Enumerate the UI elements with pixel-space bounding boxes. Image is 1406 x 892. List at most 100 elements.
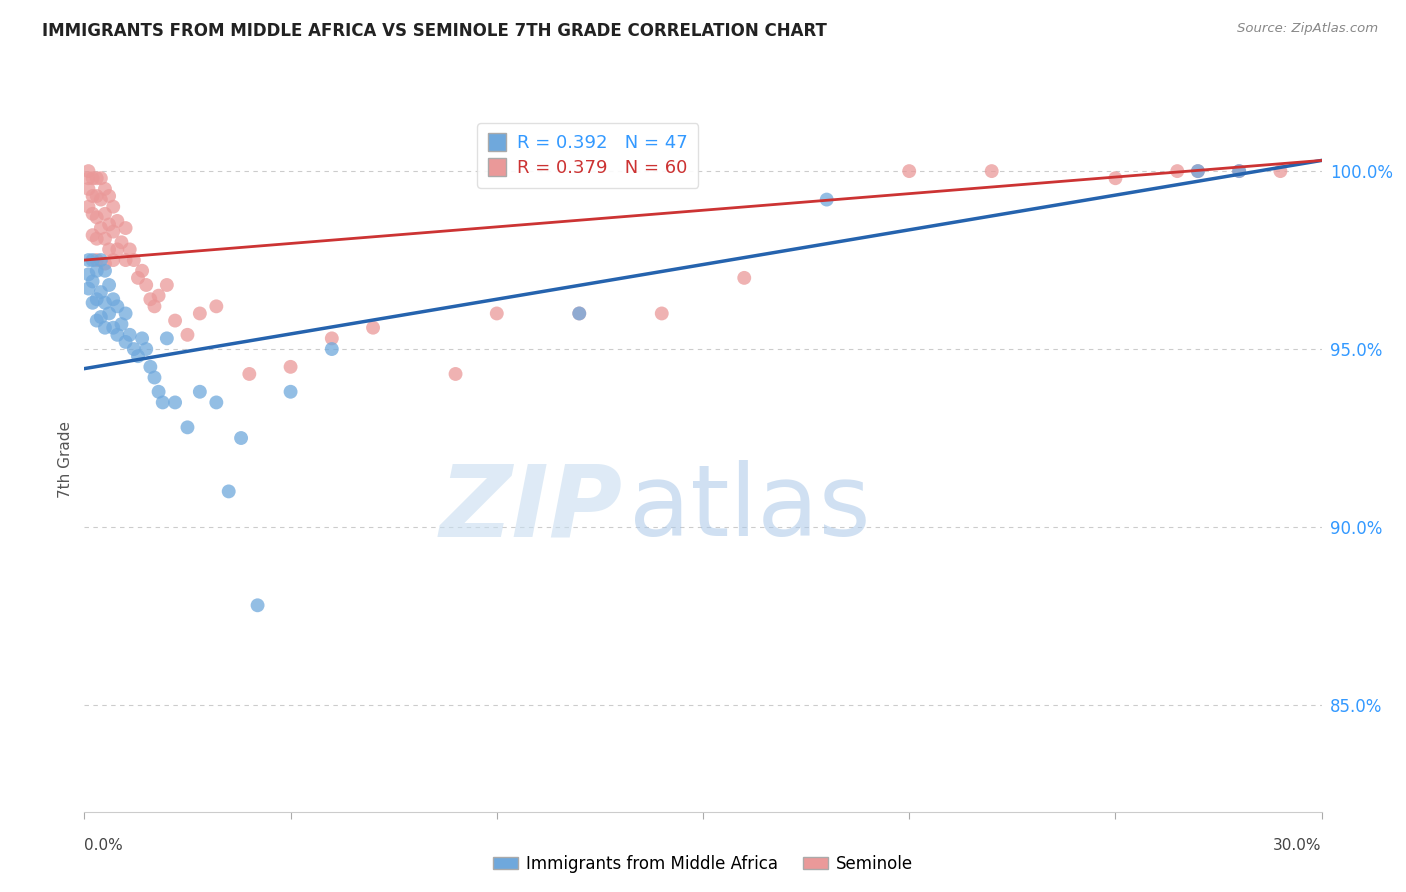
Point — [86, 264, 108, 278]
Point — [98, 189, 121, 203]
Point — [90, 285, 112, 299]
Point — [246, 599, 269, 613]
Point — [176, 327, 198, 342]
Point — [103, 225, 125, 239]
Point — [165, 395, 187, 409]
Point — [485, 306, 508, 320]
Point — [118, 327, 141, 342]
Point — [86, 253, 108, 268]
Point — [733, 271, 755, 285]
Text: IMMIGRANTS FROM MIDDLE AFRICA VS SEMINOLE 7TH GRADE CORRELATION CHART: IMMIGRANTS FROM MIDDLE AFRICA VS SEMINOL… — [42, 22, 827, 40]
Point — [82, 207, 104, 221]
Point — [205, 395, 228, 409]
Point — [94, 295, 117, 310]
Point — [1270, 164, 1292, 178]
Point — [143, 299, 166, 313]
Point — [127, 349, 149, 363]
Point — [90, 171, 112, 186]
Point — [105, 299, 128, 313]
Point — [94, 207, 117, 221]
Text: 0.0%: 0.0% — [84, 838, 124, 854]
Point — [176, 420, 198, 434]
Point — [103, 200, 125, 214]
Point — [105, 327, 128, 342]
Point — [122, 253, 145, 268]
Point — [94, 232, 117, 246]
Point — [1104, 171, 1126, 186]
Point — [114, 253, 136, 268]
Point — [77, 164, 100, 178]
Point — [77, 200, 100, 214]
Point — [86, 171, 108, 186]
Point — [156, 277, 179, 292]
Point — [86, 211, 108, 225]
Text: 30.0%: 30.0% — [1274, 838, 1322, 854]
Point — [1227, 164, 1250, 178]
Point — [86, 313, 108, 327]
Point — [361, 320, 384, 334]
Point — [105, 243, 128, 257]
Point — [77, 171, 100, 186]
Point — [77, 253, 100, 268]
Point — [205, 299, 228, 313]
Point — [110, 317, 132, 331]
Point — [1227, 164, 1250, 178]
Point — [77, 281, 100, 295]
Point — [444, 367, 467, 381]
Point — [156, 331, 179, 345]
Point — [98, 277, 121, 292]
Point — [94, 320, 117, 334]
Point — [229, 431, 252, 445]
Point — [114, 221, 136, 235]
Point — [898, 164, 921, 178]
Point — [90, 310, 112, 324]
Legend: Immigrants from Middle Africa, Seminole: Immigrants from Middle Africa, Seminole — [486, 848, 920, 880]
Point — [280, 359, 302, 374]
Point — [103, 253, 125, 268]
Point — [321, 331, 343, 345]
Point — [238, 367, 260, 381]
Point — [139, 292, 162, 306]
Point — [321, 342, 343, 356]
Point — [122, 342, 145, 356]
Point — [1166, 164, 1188, 178]
Point — [86, 189, 108, 203]
Point — [148, 384, 170, 399]
Point — [127, 271, 149, 285]
Y-axis label: 7th Grade: 7th Grade — [58, 421, 73, 498]
Point — [143, 370, 166, 384]
Point — [280, 384, 302, 399]
Point — [103, 320, 125, 334]
Point — [188, 306, 211, 320]
Point — [82, 275, 104, 289]
Point — [90, 221, 112, 235]
Point — [77, 268, 100, 282]
Point — [110, 235, 132, 250]
Point — [86, 292, 108, 306]
Point — [98, 218, 121, 232]
Point — [105, 214, 128, 228]
Point — [94, 257, 117, 271]
Point — [82, 189, 104, 203]
Point — [114, 334, 136, 349]
Point — [139, 359, 162, 374]
Point — [165, 313, 187, 327]
Point — [188, 384, 211, 399]
Point — [152, 395, 174, 409]
Point — [82, 228, 104, 243]
Point — [568, 306, 591, 320]
Point — [980, 164, 1002, 178]
Point — [815, 193, 838, 207]
Legend: R = 0.392   N = 47, R = 0.379   N = 60: R = 0.392 N = 47, R = 0.379 N = 60 — [477, 123, 699, 188]
Point — [86, 232, 108, 246]
Text: Source: ZipAtlas.com: Source: ZipAtlas.com — [1237, 22, 1378, 36]
Point — [90, 193, 112, 207]
Text: ZIP: ZIP — [440, 460, 623, 558]
Point — [1187, 164, 1209, 178]
Point — [135, 342, 157, 356]
Point — [218, 484, 240, 499]
Point — [114, 306, 136, 320]
Point — [568, 306, 591, 320]
Point — [94, 182, 117, 196]
Point — [77, 182, 100, 196]
